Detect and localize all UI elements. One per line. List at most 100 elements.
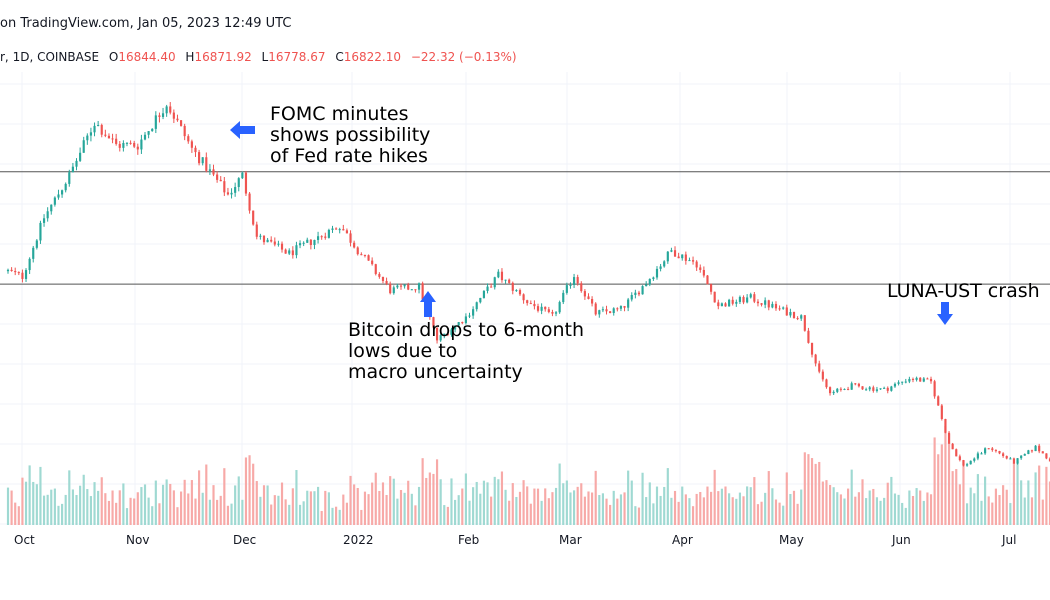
volume-bar: [35, 484, 38, 525]
candle-body: [915, 377, 918, 380]
candle-body: [821, 371, 824, 380]
candle-body: [1005, 456, 1008, 459]
volume-bar: [731, 497, 734, 525]
candle-body: [234, 187, 237, 193]
candle-body: [205, 157, 208, 171]
volume-bar: [190, 480, 193, 525]
candle-body: [252, 210, 255, 225]
candle-body: [179, 120, 183, 126]
candle-body: [551, 312, 554, 314]
candle-body: [1041, 451, 1044, 454]
volume-bar: [21, 477, 24, 525]
candle-body: [980, 453, 983, 455]
candle-body: [1030, 450, 1034, 452]
volume-bar: [381, 482, 385, 525]
volume-bar: [897, 494, 900, 525]
candle-body: [591, 298, 594, 304]
candle-body: [782, 307, 785, 309]
volume-bar: [216, 499, 219, 525]
candle-body: [212, 169, 215, 175]
volume-bar: [933, 437, 936, 525]
volume-bar: [125, 508, 129, 525]
volume-bar: [746, 486, 749, 525]
candle-body: [526, 300, 529, 304]
volume-bar: [612, 490, 615, 525]
candle-body: [847, 388, 850, 390]
volume-bar: [198, 470, 201, 525]
candle-body: [839, 388, 842, 390]
luna-arrow-icon: [937, 302, 953, 325]
volume-bar: [147, 497, 150, 525]
volume-bar: [641, 472, 644, 525]
candle-body: [479, 297, 482, 303]
volume-bar: [378, 490, 381, 525]
candle-body: [71, 166, 74, 173]
volume-bar: [850, 469, 853, 525]
volume-bar: [828, 484, 832, 525]
volume-bar: [861, 479, 864, 525]
candle-body: [288, 250, 291, 254]
candle-body: [998, 451, 1001, 454]
volume-bar: [796, 503, 799, 525]
candle-body: [572, 277, 576, 286]
volume-bar: [785, 472, 788, 525]
candle-body: [883, 387, 886, 389]
volume-bar: [399, 489, 403, 525]
candle-body: [172, 112, 175, 119]
candle-body: [691, 260, 695, 262]
volume-bar: [994, 488, 997, 525]
candle-body: [208, 169, 211, 171]
volume-bar: [616, 498, 619, 525]
candle-body: [201, 157, 204, 164]
candle-body: [143, 134, 147, 140]
candle-body: [338, 229, 341, 231]
volume-bar: [111, 490, 114, 525]
volume-bar: [194, 498, 197, 525]
candle-body: [984, 448, 987, 454]
volume-bar: [504, 489, 507, 525]
candle-body: [385, 280, 388, 284]
volume-bar: [540, 500, 543, 525]
volume-bar: [825, 480, 828, 525]
volume-bar: [161, 484, 165, 525]
candle-body: [688, 260, 691, 262]
volume-bar: [774, 499, 778, 525]
volume-bar: [792, 490, 796, 525]
candle-body: [728, 299, 731, 307]
candle-body: [659, 266, 662, 269]
volume-bar: [998, 495, 1001, 525]
volume-bar: [810, 458, 814, 525]
candle-body: [194, 147, 197, 153]
candle-body: [865, 389, 868, 391]
volume-bar: [208, 499, 211, 525]
candle-body: [277, 243, 280, 245]
volume-bar: [28, 465, 31, 525]
volume-bar: [324, 490, 327, 525]
volume-bar: [86, 489, 89, 525]
candle-body: [850, 383, 853, 390]
candle-body: [969, 460, 972, 465]
volume-bar: [962, 460, 965, 525]
fomc-annotation: FOMC minutes shows possibility of Fed ra…: [270, 103, 431, 167]
candle-body: [57, 194, 60, 198]
volume-bar: [969, 487, 972, 525]
candle-body: [922, 378, 925, 382]
candle-body: [764, 300, 767, 305]
candle-body: [724, 303, 727, 307]
volume-bar: [702, 497, 705, 525]
volume-bar: [464, 473, 467, 525]
volume-bar: [875, 497, 879, 525]
volume-bar: [270, 504, 273, 525]
x-tick-apr: Apr: [672, 533, 693, 547]
low-label: L: [261, 50, 269, 64]
candle-body: [594, 303, 597, 315]
candle-body: [1027, 450, 1030, 455]
volume-bar: [659, 495, 662, 525]
close-label: C: [335, 50, 344, 64]
candle-body: [944, 418, 947, 433]
candle-body: [396, 285, 399, 288]
x-tick-mar: Mar: [559, 533, 582, 547]
volume-bar: [345, 502, 349, 525]
volume-bar: [976, 474, 979, 525]
